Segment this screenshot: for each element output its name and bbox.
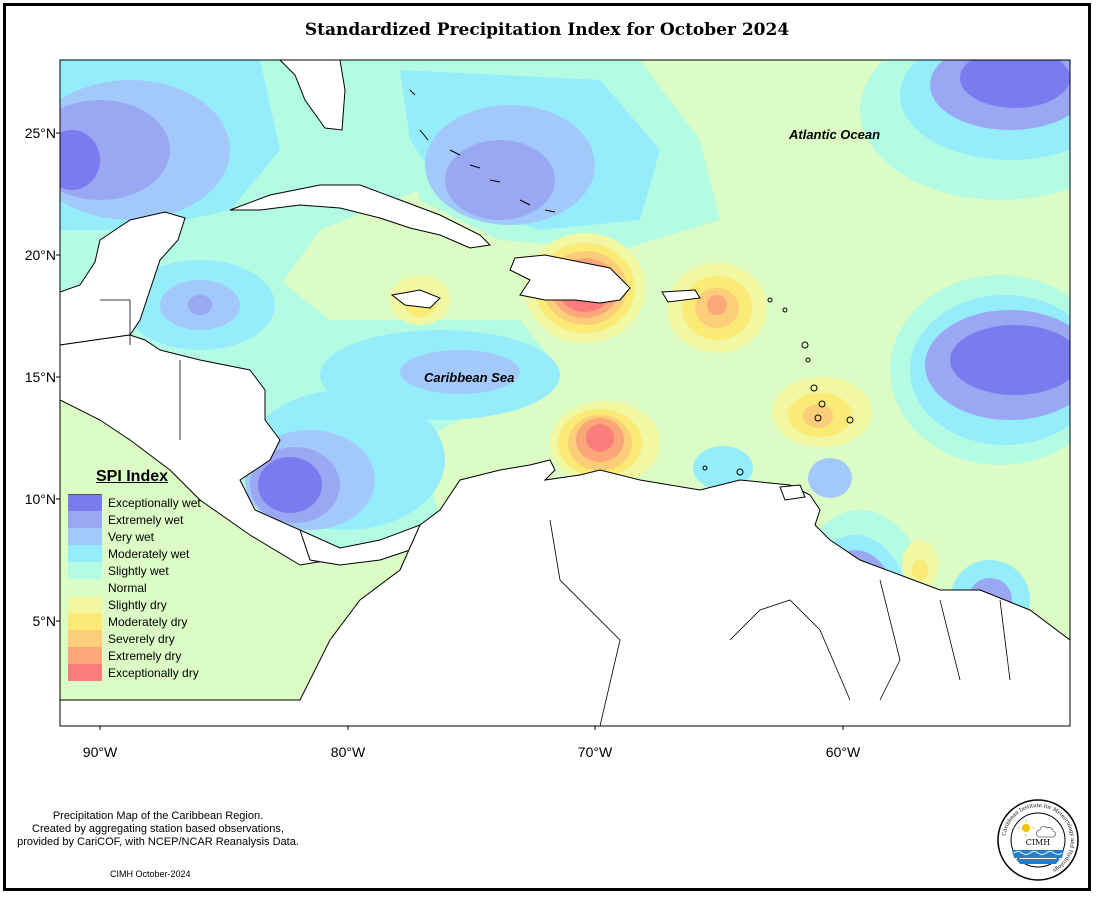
footnote-line: provided by CariCOF, with NCEP/NCAR Rean… xyxy=(17,836,299,848)
legend-swatch xyxy=(68,664,102,681)
legend-swatch xyxy=(68,528,102,545)
extremely-dry-zone xyxy=(707,295,727,315)
lon-label: 80°W xyxy=(330,744,366,760)
legend-label: Slightly dry xyxy=(108,597,167,612)
hispaniola xyxy=(509,254,631,304)
footnote-line: Precipitation Map of the Caribbean Regio… xyxy=(52,810,264,822)
legend-swatch xyxy=(68,630,102,647)
legend-swatch xyxy=(68,579,102,596)
legend-item: Moderately dry xyxy=(68,613,218,630)
lon-label: 90°W xyxy=(82,744,118,760)
small-islands xyxy=(409,89,854,476)
axis-ticks xyxy=(56,132,844,730)
atlantic-ocean-label: Atlantic Ocean xyxy=(789,127,881,142)
exceptionally-dry-zone xyxy=(586,424,614,452)
legend-label: Severely dry xyxy=(108,631,175,646)
very-wet-zone xyxy=(400,350,520,394)
cuba xyxy=(229,184,492,249)
sun-icon xyxy=(1022,824,1030,832)
legend-item: Very wet xyxy=(68,528,218,545)
exceptionally-wet-zone xyxy=(60,130,100,190)
legend-item: Severely dry xyxy=(68,630,218,647)
cloud-icon xyxy=(1036,826,1056,838)
legend-swatch xyxy=(68,511,102,528)
legend-item: Moderately wet xyxy=(68,545,218,562)
map-footnote: Precipitation Map of the Caribbean Regio… xyxy=(8,810,308,849)
legend-label: Very wet xyxy=(108,529,155,544)
very-wet-zone xyxy=(808,458,852,498)
legend-label: Normal xyxy=(108,580,147,595)
country-borders xyxy=(100,299,1011,726)
legend-item: Exceptionally dry xyxy=(68,664,218,681)
extremely-wet-zone xyxy=(188,295,212,315)
moderately-wet-zone xyxy=(693,446,753,490)
trinidad xyxy=(779,484,806,501)
legend-label: Extremely dry xyxy=(108,648,182,663)
central-america xyxy=(60,334,332,566)
legend-swatch xyxy=(68,562,102,579)
lat-label: 25°N xyxy=(24,125,56,141)
legend-items: Exceptionally wet Extremely wet Very wet… xyxy=(68,494,218,681)
extremely-wet-zone xyxy=(445,140,555,220)
moderately-dry-zone xyxy=(912,560,928,580)
legend-title: SPI Index xyxy=(96,468,169,485)
legend-label: Moderately wet xyxy=(108,546,190,561)
jamaica xyxy=(390,289,441,309)
exceptionally-wet-zone xyxy=(258,457,322,513)
exceptionally-wet-zone xyxy=(950,325,1070,395)
logo-name: CIMH xyxy=(1026,838,1050,847)
sun-rays-icon xyxy=(1018,820,1034,836)
legend-item: Exceptionally wet xyxy=(68,494,218,511)
puerto-rico xyxy=(661,289,701,303)
lon-label: 60°W xyxy=(825,744,861,760)
spi-legend: SPI Index Exceptionally wet Extremely we… xyxy=(68,468,218,681)
legend-swatch xyxy=(68,596,102,613)
footnote-line: Created by aggregating station based obs… xyxy=(32,823,284,835)
florida xyxy=(279,60,346,131)
map-title: Standardized Precipitation Index for Oct… xyxy=(304,20,790,40)
legend-label: Moderately dry xyxy=(108,614,188,629)
legend-label: Exceptionally wet xyxy=(108,495,201,510)
legend-swatch xyxy=(68,647,102,664)
lat-label: 20°N xyxy=(24,247,56,263)
legend-label: Exceptionally dry xyxy=(108,665,199,680)
extremely-wet-zone xyxy=(60,100,170,200)
lon-label: 70°W xyxy=(577,744,613,760)
legend-swatch xyxy=(68,613,102,630)
legend-item: Normal xyxy=(68,579,218,596)
lat-label: 10°N xyxy=(24,491,56,507)
lat-label: 5°N xyxy=(32,613,57,629)
legend-item: Extremely dry xyxy=(68,647,218,664)
yucatan xyxy=(60,211,186,346)
land-masses xyxy=(60,60,1070,726)
legend-swatch xyxy=(68,545,102,562)
date-stamp: CIMH October-2024 xyxy=(110,869,191,879)
severely-dry-zone xyxy=(803,404,833,428)
cimh-logo: Caribbean Institute for Meteorology and … xyxy=(997,799,1079,881)
legend-item: Slightly dry xyxy=(68,596,218,613)
south-america xyxy=(60,459,1070,726)
legend-swatch xyxy=(68,494,102,511)
exceptionally-wet-zone xyxy=(960,60,1070,108)
map-border xyxy=(59,59,1071,727)
legend-label: Extremely wet xyxy=(108,512,184,527)
legend-label: Slightly wet xyxy=(108,563,169,578)
caribbean-sea-label: Caribbean Sea xyxy=(424,370,515,385)
legend-item: Extremely wet xyxy=(68,511,218,528)
lat-label: 15°N xyxy=(24,369,56,385)
legend-item: Slightly wet xyxy=(68,562,218,579)
